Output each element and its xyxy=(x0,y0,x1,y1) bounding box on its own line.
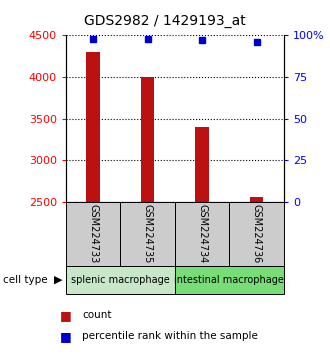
Text: GDS2982 / 1429193_at: GDS2982 / 1429193_at xyxy=(84,14,246,28)
Bar xyxy=(86,52,100,202)
Text: splenic macrophage: splenic macrophage xyxy=(71,275,170,285)
Text: intestinal macrophage: intestinal macrophage xyxy=(175,275,284,285)
Text: ■: ■ xyxy=(59,309,71,321)
Text: ▶: ▶ xyxy=(53,275,62,285)
Bar xyxy=(250,197,263,202)
Text: cell type: cell type xyxy=(3,275,48,285)
Text: GSM224734: GSM224734 xyxy=(197,204,207,263)
Text: GSM224735: GSM224735 xyxy=(143,204,153,263)
Text: GSM224733: GSM224733 xyxy=(88,204,98,263)
Text: GSM224736: GSM224736 xyxy=(251,204,262,263)
Text: count: count xyxy=(82,310,112,320)
Text: ■: ■ xyxy=(59,330,71,343)
Bar xyxy=(195,127,209,202)
Bar xyxy=(141,77,154,202)
Text: percentile rank within the sample: percentile rank within the sample xyxy=(82,331,258,341)
